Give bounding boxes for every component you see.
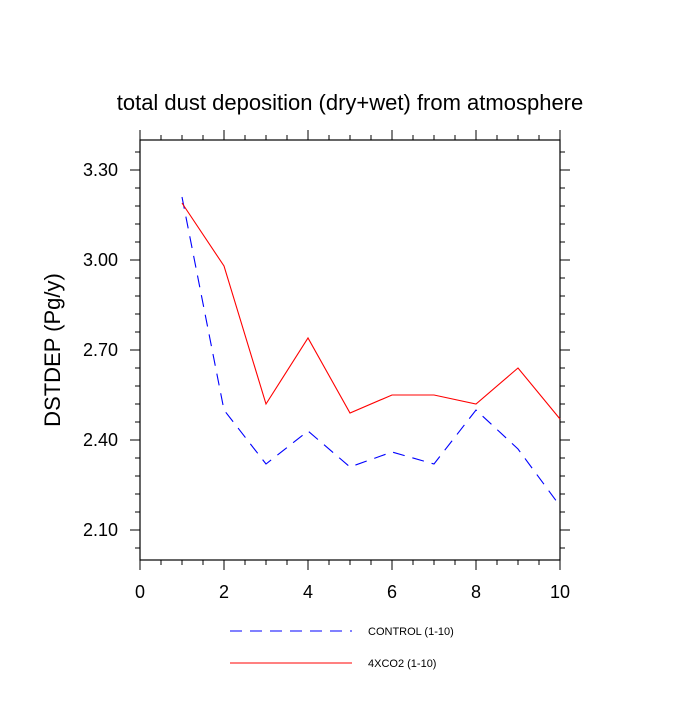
y-axis-label: DSTDEP (Pg/y) [40,273,65,427]
x-tick-label: 8 [471,582,481,602]
y-tick-label: 2.70 [83,340,118,360]
y-tick-label: 3.30 [83,160,118,180]
x-tick-label: 0 [135,582,145,602]
series-line-4xco2 [181,202,561,420]
x-tick-label: 10 [550,582,570,602]
legend-label: 4XCO2 (1-10) [368,658,436,670]
legend-label: CONTROL (1-10) [368,626,454,638]
y-tick-label: 3.00 [83,250,118,270]
x-tick-label: 6 [387,582,397,602]
legend: CONTROL (1-10) 4XCO2 (1-10) [230,626,454,670]
plot-frame [139,139,561,561]
y-tick-label: 2.40 [83,430,118,450]
chart-title: total dust deposition (dry+wet) from atm… [117,90,584,115]
x-tick-label: 2 [219,582,229,602]
y-tick-label: 2.10 [83,520,118,540]
plot-area: 0 2 4 6 8 10 2.10 2.40 2.70 3.00 3.30 [83,130,570,602]
series-line-control [181,196,561,507]
x-tick-label: 4 [303,582,313,602]
